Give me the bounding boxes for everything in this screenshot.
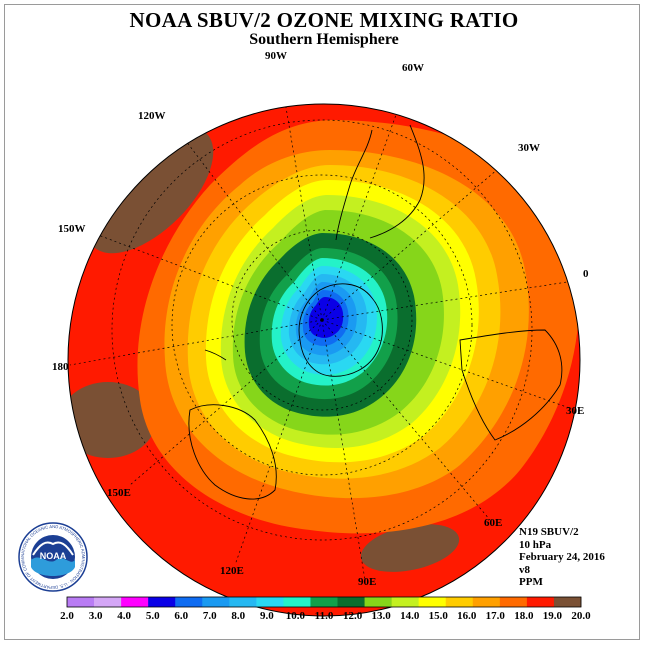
colorbar-tick-label: 12.0 bbox=[342, 610, 363, 622]
lon-label-60e: 60E bbox=[484, 517, 503, 529]
lon-label-90w: 90W bbox=[265, 50, 287, 62]
band-5-core bbox=[308, 297, 344, 338]
info-units: PPM bbox=[519, 576, 543, 588]
new-zealand-coast bbox=[204, 349, 227, 361]
colorbar-tick-label: 16.0 bbox=[457, 610, 477, 622]
lon-label-60w: 60W bbox=[402, 62, 424, 74]
logo-text: NOAA bbox=[40, 551, 67, 561]
colorbar-swatch bbox=[337, 597, 365, 607]
colorbar-tick-label: 6.0 bbox=[174, 610, 189, 622]
colorbar-swatch bbox=[67, 597, 95, 607]
colorbar-tick-label: 13.0 bbox=[371, 610, 391, 622]
colorbar-swatch bbox=[202, 597, 230, 607]
colorbar-border bbox=[66, 596, 582, 608]
map-boundary bbox=[67, 103, 581, 617]
high-patch-180 bbox=[68, 382, 156, 458]
lon-label-150w: 150W bbox=[58, 223, 86, 235]
colorbar-swatch bbox=[526, 597, 555, 607]
lon-label-180: 180 bbox=[52, 361, 69, 373]
colorbar-swatch bbox=[472, 597, 501, 607]
colorbar-tick-label: 19.0 bbox=[542, 610, 563, 622]
colorbar-tick-label: 7.0 bbox=[202, 610, 217, 622]
page-subtitle: Southern Hemisphere bbox=[249, 31, 399, 48]
colorbar-swatch bbox=[553, 597, 582, 607]
colorbar-swatch bbox=[364, 597, 392, 607]
south-america-east-coast bbox=[369, 124, 425, 239]
info-block: N19 SBUV/2 10 hPa February 24, 2016 v8 P… bbox=[519, 526, 605, 589]
colorbar-tick-label: 5.0 bbox=[145, 610, 160, 622]
colorbar-swatch bbox=[499, 597, 528, 607]
lon-label-120w: 120W bbox=[138, 110, 166, 122]
colorbar-swatch bbox=[175, 597, 203, 607]
colorbar-tick-label: 15.0 bbox=[428, 610, 448, 622]
page-title: NOAA SBUV/2 OZONE MIXING RATIO bbox=[129, 8, 519, 32]
coastlines bbox=[188, 124, 563, 500]
colorbar-tick-label: 17.0 bbox=[485, 610, 505, 622]
colorbar-swatch bbox=[310, 597, 338, 607]
info-date: February 24, 2016 bbox=[519, 551, 605, 563]
colorbar-swatch bbox=[148, 597, 176, 607]
colorbar-tick-label: 3.0 bbox=[88, 610, 103, 622]
colorbar-tick-label: 18.0 bbox=[514, 610, 534, 622]
info-level: 10 hPa bbox=[519, 538, 552, 551]
colorbar-tick-label: 11.0 bbox=[314, 610, 334, 622]
info-version: v8 bbox=[519, 563, 530, 576]
lon-label-120e: 120E bbox=[220, 565, 244, 577]
colorbar-tick-label: 8.0 bbox=[231, 610, 246, 622]
colorbar-swatch bbox=[229, 597, 257, 607]
colorbar-tick-label: 14.0 bbox=[400, 610, 420, 622]
info-satellite: N19 SBUV/2 bbox=[519, 526, 579, 538]
lon-label-0: 0 bbox=[583, 268, 589, 280]
high-patch-90e bbox=[360, 524, 460, 572]
antarctica-coast bbox=[298, 283, 383, 377]
colorbar-tick-label: 10.0 bbox=[285, 610, 306, 622]
colorbar-tick-label: 4.0 bbox=[117, 610, 131, 622]
lon-label-90e: 90E bbox=[358, 576, 377, 588]
colorbar-tick-label: 9.0 bbox=[260, 610, 274, 622]
south-america-coast bbox=[335, 129, 373, 241]
high-patch-120w bbox=[86, 126, 214, 254]
lon-label-30w: 30W bbox=[518, 142, 540, 154]
lon-label-150e: 150E bbox=[107, 487, 131, 499]
colorbar-swatch bbox=[391, 597, 419, 607]
colorbar-swatch bbox=[418, 597, 447, 607]
colorbar-swatch bbox=[283, 597, 311, 607]
ozone-field bbox=[68, 104, 580, 616]
graticule bbox=[69, 104, 580, 581]
colorbar-tick-label: 2.0 bbox=[60, 610, 74, 622]
africa-coast bbox=[459, 329, 563, 441]
colorbar-swatch bbox=[94, 597, 122, 607]
noaa-logo: NATIONAL OCEANIC AND ATMOSPHERIC ADMINIS… bbox=[18, 522, 88, 592]
colorbar-tick-label: 20.0 bbox=[571, 610, 591, 622]
australia-coast bbox=[188, 404, 277, 500]
colorbar-swatch bbox=[256, 597, 284, 607]
colorbar-swatch bbox=[121, 597, 149, 607]
colorbar-swatch bbox=[445, 597, 474, 607]
figure-frame bbox=[4, 4, 640, 640]
lon-label-30e: 30E bbox=[566, 405, 585, 417]
